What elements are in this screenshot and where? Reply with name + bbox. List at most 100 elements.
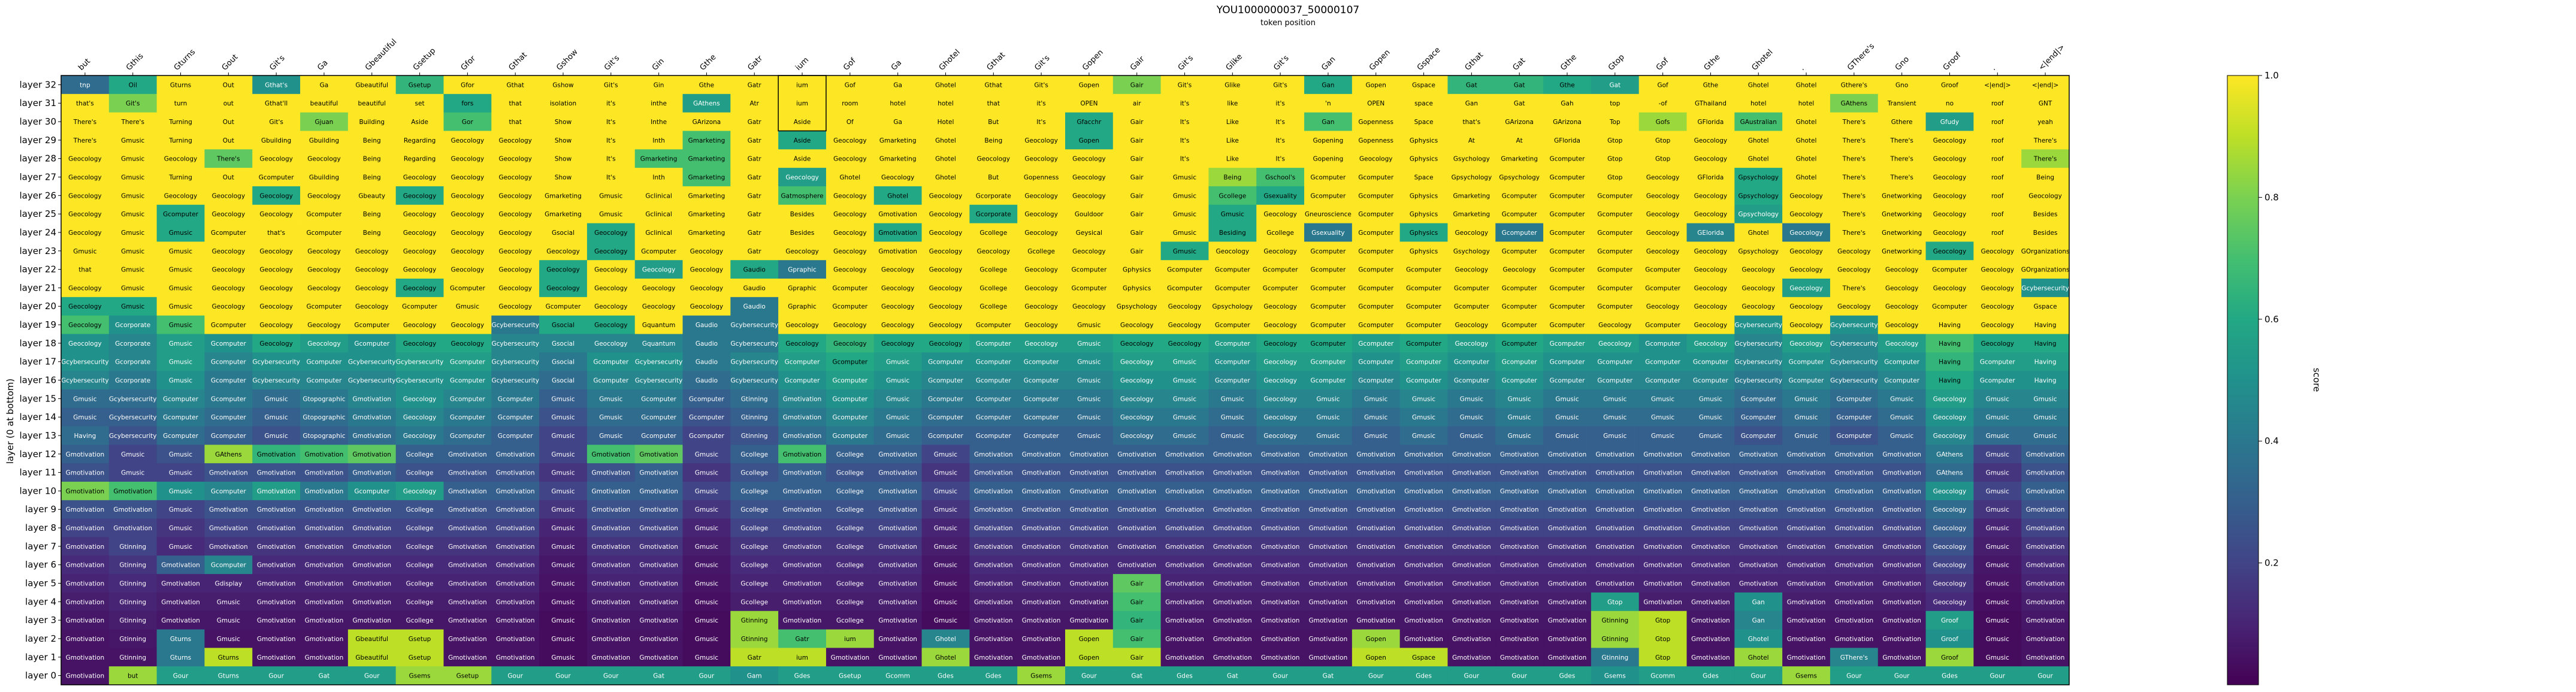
heatmap-cell (1973, 315, 2022, 334)
heatmap-cell (1734, 149, 1783, 168)
cell-label: Gmotivation (1500, 581, 1539, 588)
heatmap-cell (1304, 518, 1353, 537)
cell-label: Inth (652, 137, 665, 144)
heatmap-cell (61, 260, 110, 279)
cell-label: Gmotivation (1739, 451, 1778, 458)
cell-label: Gmotivation (448, 451, 487, 458)
heatmap-cell (1543, 334, 1592, 353)
heatmap-cell (347, 297, 397, 316)
heatmap-cell (252, 555, 301, 575)
heatmap-cell (1447, 500, 1496, 519)
heatmap-cell (1208, 500, 1257, 519)
heatmap-cell (204, 482, 253, 501)
heatmap-cell (682, 186, 731, 206)
heatmap-cell (1208, 592, 1257, 612)
heatmap-cell (347, 223, 397, 242)
heatmap-cell (443, 463, 492, 482)
x-tick-label: . (1798, 64, 1806, 72)
cell-label: Geocology (1646, 211, 1679, 218)
cell-label: Gmotivation (1213, 525, 1252, 532)
heatmap-cell (539, 223, 588, 242)
heatmap-cell (1925, 592, 1974, 612)
cell-label: Gmotivation (113, 525, 152, 532)
cell-label: Gaudio (743, 303, 766, 310)
cell-label: Show (555, 174, 572, 182)
cell-label: Out (223, 119, 234, 126)
cell-label: Gcomputer (1215, 377, 1250, 385)
cell-label: Gcollege (406, 581, 434, 588)
heatmap-cell (443, 555, 492, 575)
cell-label: Gmusic (934, 581, 957, 588)
cell-label: Gmotivation (1500, 599, 1539, 606)
heatmap-cell (300, 518, 349, 537)
heatmap-cell (252, 131, 301, 150)
heatmap-cell (395, 407, 444, 427)
cell-label: Gmusic (551, 414, 575, 421)
cell-label: Gmotivation (66, 506, 105, 513)
cell-label: Geocology (1694, 211, 1727, 218)
heatmap-cell (204, 260, 253, 279)
cell-label: Gmusic (217, 617, 240, 624)
cell-label: Gcomputer (211, 488, 246, 495)
cell-label: fors (461, 100, 473, 107)
heatmap-cell (873, 407, 922, 427)
cell-label: Geocology (307, 248, 340, 255)
cell-label: Geocology (1981, 267, 2014, 274)
cell-label: Gpraphic (788, 267, 817, 274)
cell-label: Gmusic (1173, 211, 1196, 218)
heatmap-cell (778, 482, 827, 501)
heatmap-cell (1686, 500, 1735, 519)
heatmap-cell (1495, 555, 1544, 575)
heatmap-cell (156, 352, 205, 371)
cell-label: Gdes (1942, 673, 1958, 680)
heatmap-cell (1638, 297, 1687, 316)
cell-label: Geocology (498, 156, 531, 163)
heatmap-cell (921, 574, 970, 593)
x-tick-label: Gof (1655, 56, 1671, 72)
heatmap-cell (1591, 426, 1640, 445)
cell-label: Gmotivation (639, 543, 678, 551)
cell-label: Gmusic (1364, 395, 1387, 403)
cell-label: Geocology (1359, 156, 1392, 163)
heatmap-cell (1591, 629, 1640, 648)
cell-label: Gmotivation (257, 451, 296, 458)
heatmap-cell (61, 445, 110, 464)
cell-label: Geocology (355, 303, 388, 310)
cell-label: Geocology (259, 192, 292, 200)
heatmap-cell (108, 389, 158, 409)
cell-label: Gmotivation (1070, 543, 1109, 551)
heatmap-cell (2021, 315, 2070, 334)
cell-label: Gmotivation (257, 543, 296, 551)
cell-label: Gmusic (1555, 414, 1579, 421)
cell-label: Gmotivation (878, 654, 917, 661)
heatmap-cell (1447, 629, 1496, 648)
heatmap-cell (347, 389, 397, 409)
cell-label: Gcomputer (1836, 395, 1871, 403)
cell-label: Gmusic (2034, 395, 2057, 403)
heatmap-cell (347, 555, 397, 575)
cell-label: Gmusic (695, 451, 718, 458)
cell-label: Gmusic (551, 525, 575, 532)
heatmap-cell (969, 75, 1018, 95)
cell-label: Gtinning (741, 636, 768, 643)
heatmap-cell (1447, 389, 1496, 409)
heatmap-cell (1591, 149, 1640, 168)
cell-label: Gsetup (839, 673, 861, 680)
cell-label: Geocology (451, 322, 484, 329)
heatmap-cell (586, 149, 636, 168)
cell-label: Geocology (307, 285, 340, 292)
heatmap-cell (1830, 297, 1879, 316)
heatmap-cell (826, 168, 875, 187)
cell-label: Gopen (1366, 636, 1386, 643)
cell-label: Gquantum (642, 322, 676, 329)
cell-label: Geocology (1024, 267, 1057, 274)
heatmap-cell (1591, 352, 1640, 371)
y-axis-label: layer (0 at bottom) (5, 379, 16, 464)
heatmap-cell (921, 592, 970, 612)
cell-label: Gcomputer (1311, 285, 1346, 292)
cell-label: Geocology (259, 285, 292, 292)
heatmap-cell (1782, 426, 1831, 445)
cell-label: There's (216, 156, 240, 163)
cell-label: Gmarketing (688, 137, 725, 144)
cell-label: Gmotivation (1452, 525, 1491, 532)
